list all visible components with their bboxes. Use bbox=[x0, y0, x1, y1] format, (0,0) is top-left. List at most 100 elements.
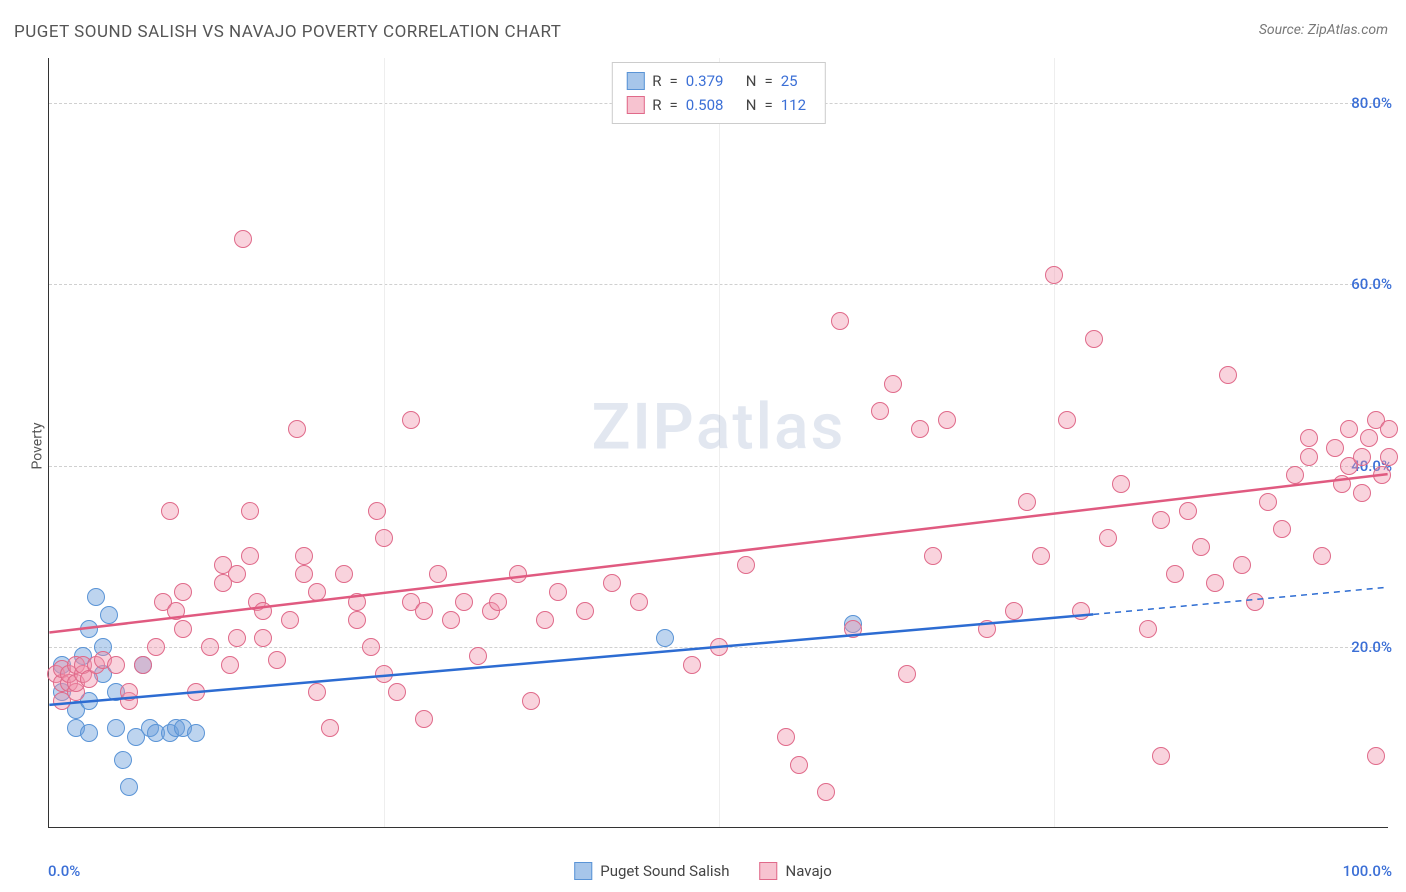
equals: = bbox=[670, 69, 678, 93]
r-label: R bbox=[652, 93, 661, 117]
r-value-1: 0.379 bbox=[686, 69, 738, 93]
data-point bbox=[522, 692, 540, 710]
source-label: Source: bbox=[1259, 22, 1304, 38]
data-point bbox=[1018, 493, 1036, 511]
data-point bbox=[549, 583, 567, 601]
data-point bbox=[938, 411, 956, 429]
data-point bbox=[335, 565, 353, 583]
data-point bbox=[1380, 420, 1398, 438]
data-point bbox=[884, 375, 902, 393]
data-point bbox=[898, 665, 916, 683]
data-point bbox=[147, 638, 165, 656]
data-point bbox=[268, 651, 286, 669]
data-point bbox=[1259, 493, 1277, 511]
data-point bbox=[1300, 448, 1318, 466]
data-point bbox=[80, 620, 98, 638]
data-point bbox=[167, 602, 185, 620]
data-point bbox=[455, 593, 473, 611]
data-point bbox=[234, 230, 252, 248]
data-point bbox=[1340, 420, 1358, 438]
data-point bbox=[1152, 511, 1170, 529]
legend-swatch-blue bbox=[574, 862, 592, 880]
data-point bbox=[1333, 475, 1351, 493]
gridline-v bbox=[719, 58, 720, 827]
legend-item: Navajo bbox=[760, 862, 832, 880]
chart-container: PUGET SOUND SALISH VS NAVAJO POVERTY COR… bbox=[0, 0, 1406, 892]
equals: = bbox=[764, 93, 772, 117]
legend-swatch-pink bbox=[626, 96, 644, 114]
data-point bbox=[174, 583, 192, 601]
data-point bbox=[368, 502, 386, 520]
data-point bbox=[1313, 547, 1331, 565]
data-point bbox=[871, 402, 889, 420]
equals: = bbox=[764, 69, 772, 93]
data-point bbox=[80, 724, 98, 742]
data-point bbox=[1373, 466, 1391, 484]
data-point bbox=[1085, 330, 1103, 348]
data-point bbox=[228, 565, 246, 583]
data-point bbox=[174, 620, 192, 638]
data-point bbox=[348, 593, 366, 611]
data-point bbox=[1380, 448, 1398, 466]
data-point bbox=[1045, 266, 1063, 284]
data-point bbox=[509, 565, 527, 583]
data-point bbox=[1058, 411, 1076, 429]
data-point bbox=[161, 502, 179, 520]
data-point bbox=[1326, 439, 1344, 457]
data-point bbox=[187, 724, 205, 742]
data-point bbox=[1072, 602, 1090, 620]
legend-label: Navajo bbox=[786, 862, 832, 880]
data-point bbox=[362, 638, 380, 656]
chart-title: PUGET SOUND SALISH VS NAVAJO POVERTY COR… bbox=[14, 22, 561, 42]
y-tick-label: 60.0% bbox=[1351, 275, 1392, 293]
data-point bbox=[817, 783, 835, 801]
data-point bbox=[737, 556, 755, 574]
data-point bbox=[656, 629, 674, 647]
data-point bbox=[1273, 520, 1291, 538]
data-point bbox=[114, 751, 132, 769]
data-point bbox=[107, 719, 125, 737]
n-value-2: 112 bbox=[781, 93, 811, 117]
data-point bbox=[1032, 547, 1050, 565]
data-point bbox=[1233, 556, 1251, 574]
data-point bbox=[683, 656, 701, 674]
data-point bbox=[777, 728, 795, 746]
data-point bbox=[415, 602, 433, 620]
data-point bbox=[576, 602, 594, 620]
data-point bbox=[375, 529, 393, 547]
source-attribution: Source: ZipAtlas.com bbox=[1259, 22, 1388, 38]
data-point bbox=[1166, 565, 1184, 583]
data-point bbox=[100, 606, 118, 624]
data-point bbox=[415, 710, 433, 728]
data-point bbox=[1005, 602, 1023, 620]
data-point bbox=[120, 778, 138, 796]
data-point bbox=[134, 656, 152, 674]
watermark-bold: ZIP bbox=[592, 390, 696, 465]
data-point bbox=[348, 611, 366, 629]
data-point bbox=[288, 420, 306, 438]
data-point bbox=[1353, 484, 1371, 502]
data-point bbox=[469, 647, 487, 665]
source-name: ZipAtlas.com bbox=[1308, 22, 1388, 38]
data-point bbox=[1300, 429, 1318, 447]
data-point bbox=[1353, 448, 1371, 466]
data-point bbox=[710, 638, 728, 656]
plot-area: ZIPatlas R = 0.379 N = 25 R = 0.508 N = … bbox=[48, 58, 1388, 828]
data-point bbox=[1360, 429, 1378, 447]
n-label: N bbox=[746, 69, 757, 93]
data-point bbox=[603, 574, 621, 592]
data-point bbox=[429, 565, 447, 583]
data-point bbox=[107, 656, 125, 674]
data-point bbox=[1112, 475, 1130, 493]
data-point bbox=[1367, 747, 1385, 765]
data-point bbox=[1099, 529, 1117, 547]
data-point bbox=[630, 593, 648, 611]
data-point bbox=[388, 683, 406, 701]
data-point bbox=[402, 411, 420, 429]
data-point bbox=[1286, 466, 1304, 484]
gridline-v bbox=[384, 58, 385, 827]
data-point bbox=[1219, 366, 1237, 384]
data-point bbox=[228, 629, 246, 647]
data-point bbox=[295, 547, 313, 565]
data-point bbox=[241, 547, 259, 565]
